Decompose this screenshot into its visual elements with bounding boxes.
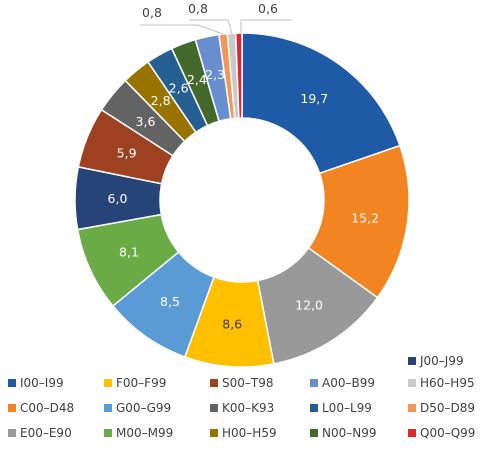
slice-q00-q99 [234,32,243,119]
legend-swatch-i00-i99 [8,379,16,387]
slice-i00-i99 [241,32,401,175]
legend-label-e00-e90: E00–E90 [20,426,72,440]
legend-label-h00-h59: H00–H59 [222,426,277,440]
legend-label-l00-l99: L00–L99 [322,401,372,415]
legend-swatch-s00-t98 [210,379,218,387]
legend-swatch-f00-f99 [104,379,112,387]
legend-swatch-e00-e90 [8,429,16,437]
legend-swatch-g00-g99 [104,404,112,412]
legend-swatch-d50-d89 [408,404,416,412]
legend-swatch-m00-m99 [104,429,112,437]
legend-label-f00-f99: F00–F99 [116,376,166,390]
legend-swatch-l00-l99 [310,404,318,412]
legend-label-i00-i99: I00–I99 [20,376,64,390]
slice-label-j00-j99: 6,0 [108,191,128,206]
slice-label-k00-k93: 3,6 [136,114,156,129]
slice-label-n00-n99: 2,4 [187,72,207,87]
legend-label-c00-d48: C00–D48 [20,401,74,415]
legend-swatch-c00-d48 [8,404,16,412]
chart-slices [74,32,410,368]
chart-legend: J00–J99 I00–I99 F00–F99 S00–T98 A00–B99 H60–H… [8,354,475,440]
slice-labels: 19,7 15,2 12,0 8,6 8,5 8,1 6,0 5,9 3,6 2,82,62,42… [108,67,380,332]
slice-label-s00-t98: 5,9 [117,146,137,161]
legend-label-m00-m99: M00–M99 [116,426,173,440]
callout-line-q00-q99 [240,19,292,33]
slice-label-a00-b99: 2,3 [205,67,225,82]
callout-line-h60-h95 [189,19,233,35]
slice-label-i00-i99: 19,7 [300,91,328,106]
legend-label-n00-n99: N00–N99 [322,426,377,440]
legend-swatch-h00-h59 [210,429,218,437]
slice-label-h60-h95: 0,8 [188,1,208,16]
slice-label-c00-d48: 15,2 [351,211,379,226]
callout-labels: 0,8 0,8 0,6 [140,1,292,35]
legend-label-s00-t98: S00–T98 [222,376,274,390]
legend-swatch-j00-j99 [408,357,416,365]
legend-swatch-q00-q99 [408,429,416,437]
legend-swatch-h60-h95 [408,379,416,387]
slice-label-h00-h59: 2,8 [151,93,171,108]
legend-label-j00-j99: J00–J99 [419,354,464,368]
legend-swatch-k00-k93 [210,404,218,412]
slice-label-f00-f99: 8,6 [222,317,242,332]
legend-label-g00-g99: G00–G99 [116,401,171,415]
legend-swatch-a00-b99 [310,379,318,387]
slice-label-g00-g99: 8,5 [160,294,180,309]
slice-label-m00-m99: 8,1 [119,245,139,260]
slice-label-q00-q99: 0,6 [258,1,278,16]
legend-label-d50-d89: D50–D89 [420,401,475,415]
legend-label-q00-q99: Q00–Q99 [420,426,475,440]
legend-label-k00-k93: K00–K93 [222,401,274,415]
slice-label-d50-d89: 0,8 [142,5,162,20]
legend-label-h60-h95: H60–H95 [420,376,475,390]
slice-label-l00-l99: 2,6 [169,81,189,96]
slice-label-e00-e90: 12,0 [295,297,323,312]
callout-line-d50-d89 [140,24,224,35]
legend-label-a00-b99: A00–B99 [322,376,375,390]
legend-swatch-n00-n99 [310,429,318,437]
